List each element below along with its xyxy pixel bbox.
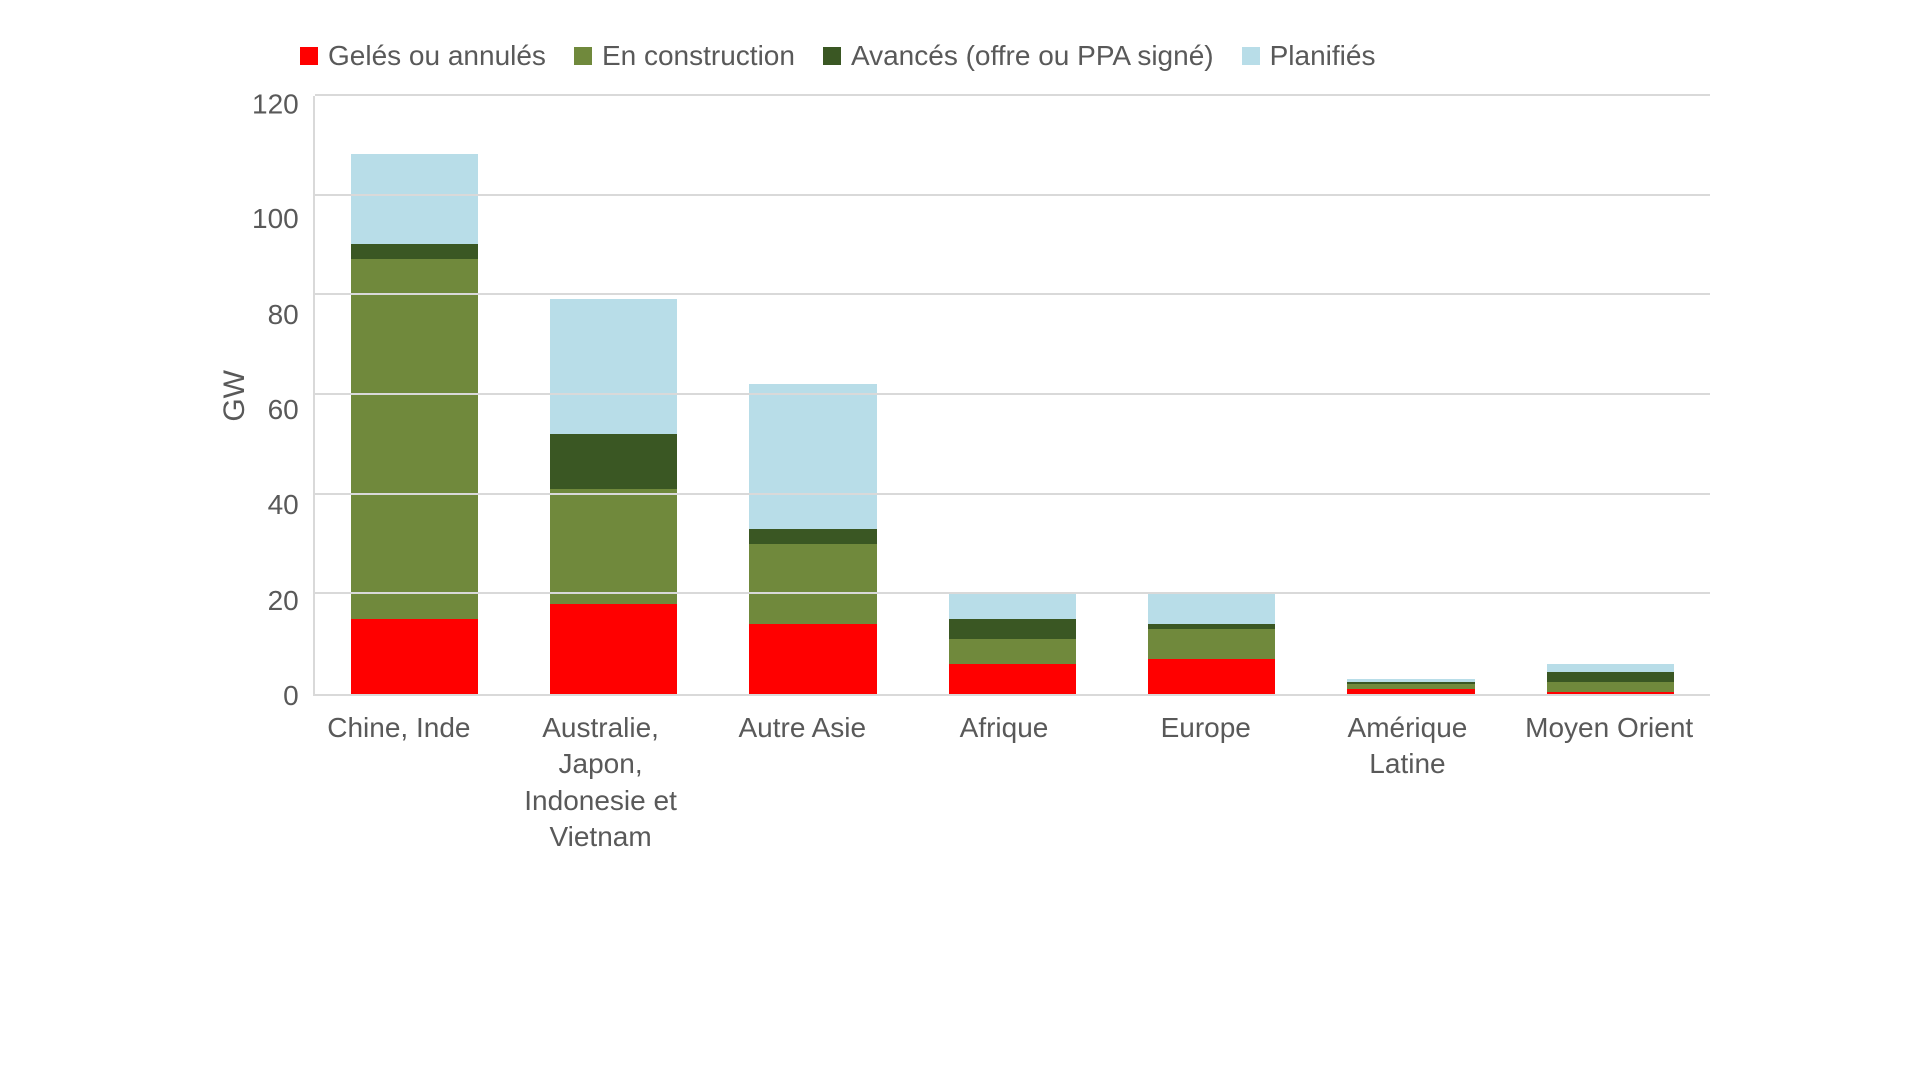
y-tick: 120 [252, 90, 299, 118]
bar-segment-planifies [749, 384, 877, 529]
bar-segment-planifies [1148, 594, 1276, 624]
bar-segment-construction [351, 259, 479, 619]
bar-segment-geles [1148, 659, 1276, 694]
bar [550, 299, 678, 694]
bar-segment-geles [1547, 692, 1675, 695]
bar-segment-avances [1547, 672, 1675, 682]
bars-container [315, 96, 1710, 694]
x-label: Afrique [903, 696, 1105, 856]
bar-segment-construction [949, 639, 1077, 664]
bar-column [1311, 96, 1510, 694]
gridline [315, 94, 1710, 96]
x-label: Moyen Orient [1508, 696, 1710, 856]
bar-segment-geles [949, 664, 1077, 694]
chart-body: GW 120100806040200 [210, 96, 1710, 696]
gridline [315, 194, 1710, 196]
y-tick: 0 [283, 682, 299, 710]
legend-item: En construction [574, 40, 795, 72]
bar-segment-geles [351, 619, 479, 694]
y-tick: 20 [268, 587, 299, 615]
bar-segment-construction [1547, 682, 1675, 692]
y-tick: 100 [252, 205, 299, 233]
legend-label: Gelés ou annulés [328, 40, 546, 72]
legend-item: Avancés (offre ou PPA signé) [823, 40, 1214, 72]
legend-label: Avancés (offre ou PPA signé) [851, 40, 1214, 72]
bar-segment-avances [749, 529, 877, 544]
legend-item: Planifiés [1242, 40, 1376, 72]
gridline [315, 293, 1710, 295]
bar [1347, 679, 1475, 694]
x-label: Chine, Inde [298, 696, 500, 856]
bar-column [913, 96, 1112, 694]
bar-segment-avances [550, 434, 678, 489]
bar-segment-planifies [550, 299, 678, 434]
legend-item: Gelés ou annulés [300, 40, 546, 72]
bar [949, 594, 1077, 694]
legend-label: En construction [602, 40, 795, 72]
bar-segment-geles [550, 604, 678, 694]
gridline [315, 592, 1710, 594]
y-axis-label: GW [210, 370, 252, 422]
bar [1148, 594, 1276, 694]
bar-segment-planifies [1547, 664, 1675, 672]
legend-swatch [300, 47, 318, 65]
bar-column [315, 96, 514, 694]
x-label: Amérique Latine [1307, 696, 1509, 856]
bar [749, 384, 877, 694]
x-label: Europe [1105, 696, 1307, 856]
bar-segment-geles [749, 624, 877, 694]
x-label: Australie, Japon, Indonesie et Vietnam [500, 696, 702, 856]
legend-label: Planifiés [1270, 40, 1376, 72]
x-labels-inner: Chine, IndeAustralie, Japon, Indonesie e… [298, 696, 1710, 856]
bar-segment-avances [351, 244, 479, 259]
x-labels: Chine, IndeAustralie, Japon, Indonesie e… [210, 696, 1710, 856]
y-ticks: 120100806040200 [252, 96, 313, 696]
y-tick: 60 [268, 396, 299, 424]
legend-swatch [823, 47, 841, 65]
legend-swatch [1242, 47, 1260, 65]
bar [1547, 664, 1675, 694]
bar-column [1112, 96, 1311, 694]
bar-segment-avances [949, 619, 1077, 639]
bar-column [1511, 96, 1710, 694]
legend-swatch [574, 47, 592, 65]
bar-segment-construction [749, 544, 877, 624]
bar-segment-geles [1347, 689, 1475, 694]
bar-segment-construction [1148, 629, 1276, 659]
bar-column [514, 96, 713, 694]
gridline [315, 493, 1710, 495]
bar-segment-construction [550, 489, 678, 604]
y-tick: 40 [268, 491, 299, 519]
plot-area [313, 96, 1710, 696]
stacked-bar-chart: Gelés ou annulés En construction Avancés (… [210, 40, 1710, 856]
y-tick: 80 [268, 301, 299, 329]
x-label: Autre Asie [701, 696, 903, 856]
legend: Gelés ou annulés En construction Avancés (… [300, 40, 1710, 72]
bar-segment-planifies [351, 154, 479, 244]
bar-segment-planifies [949, 594, 1077, 619]
gridline [315, 393, 1710, 395]
bar [351, 154, 479, 694]
bar-column [713, 96, 912, 694]
